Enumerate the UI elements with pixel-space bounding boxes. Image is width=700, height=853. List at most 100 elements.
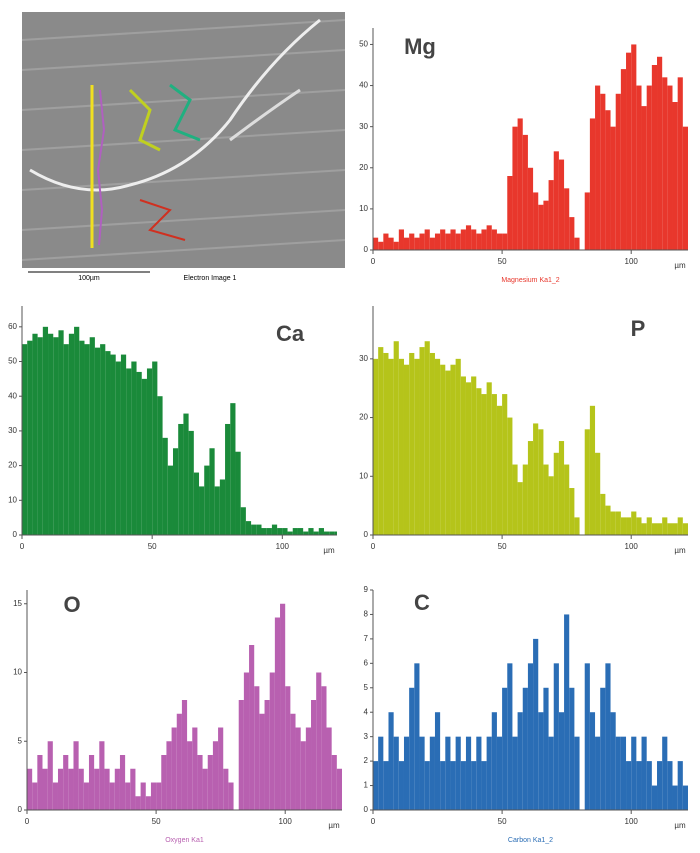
bar [682,785,688,810]
bar [610,126,616,250]
bar [429,352,435,535]
bar [207,755,213,810]
x-tick-label: 50 [498,817,507,826]
bar [22,344,28,535]
x-tick-label: 50 [498,257,507,266]
bar [68,768,74,810]
bar [434,233,441,250]
bar [393,341,399,535]
x-unit: µm [323,546,335,555]
bar [388,358,394,535]
bar [419,347,425,535]
bar [631,511,637,535]
bar [197,755,203,810]
y-tick-label: 7 [364,634,369,643]
bar [595,736,601,810]
bar [311,700,317,810]
bar [677,761,683,810]
bar [584,192,590,250]
bar [455,736,461,810]
bar [68,333,75,535]
image-caption: Electron Image 1 [184,275,237,282]
bar [595,85,601,250]
chart-panel: 0 10 20 30 0 50 100 µm P [359,306,688,555]
bar [512,464,518,535]
bar [522,134,528,250]
bar [94,347,101,535]
bar [156,782,162,810]
bar [199,486,205,535]
bar [32,782,38,810]
bar [181,700,188,810]
bar [440,761,446,810]
bar [326,727,332,810]
bar [502,687,508,810]
bar [152,361,158,535]
bar [558,159,565,250]
x-tick-label: 100 [276,542,290,551]
bar [620,517,627,535]
bar [403,237,410,250]
bar [662,736,668,810]
bar [277,528,283,535]
bar [94,768,100,810]
bar [251,524,257,535]
crack [229,88,301,142]
element-label: Mg [404,34,436,59]
bar [620,736,627,810]
bar [74,326,80,535]
bar [589,712,596,810]
bar [600,687,606,810]
bar [465,736,472,810]
bar [651,785,658,810]
bar [538,204,544,250]
bar [318,528,324,535]
y-tick-label: 30 [8,426,17,435]
bar [651,523,658,535]
bar [285,686,291,810]
bar [264,700,270,810]
bar [238,700,244,810]
element-label: O [63,592,80,617]
bar [677,77,683,250]
bar [218,727,224,810]
bar [52,782,58,810]
bar [27,768,33,810]
bar [53,337,59,535]
bar [63,755,69,810]
bar [27,340,33,535]
ca-trace [169,83,201,142]
bar [445,233,451,250]
bar [445,736,451,810]
bar [636,517,642,535]
bar [610,712,616,810]
bar [409,687,415,810]
bar [419,233,425,250]
bar [677,517,683,535]
y-tick-label: 0 [13,530,18,539]
bar [73,741,79,810]
bar [373,358,379,535]
bar [548,180,554,250]
y-tick-label: 30 [359,122,368,131]
bar [209,448,215,535]
bar [491,229,497,250]
y-tick-label: 50 [359,40,368,49]
bar [450,761,456,810]
bar [651,65,658,250]
y-tick-label: 0 [364,245,369,254]
bar [450,364,456,535]
y-tick-label: 8 [364,610,369,619]
bar [280,603,286,810]
bar [548,736,554,810]
bar [110,354,116,535]
bar [136,371,142,535]
bar [471,229,477,250]
bar [543,687,549,810]
bar [610,511,616,535]
element-label: C [414,590,430,615]
bar [626,761,632,810]
bar [491,394,497,535]
bar [393,241,399,250]
bar [303,531,309,535]
